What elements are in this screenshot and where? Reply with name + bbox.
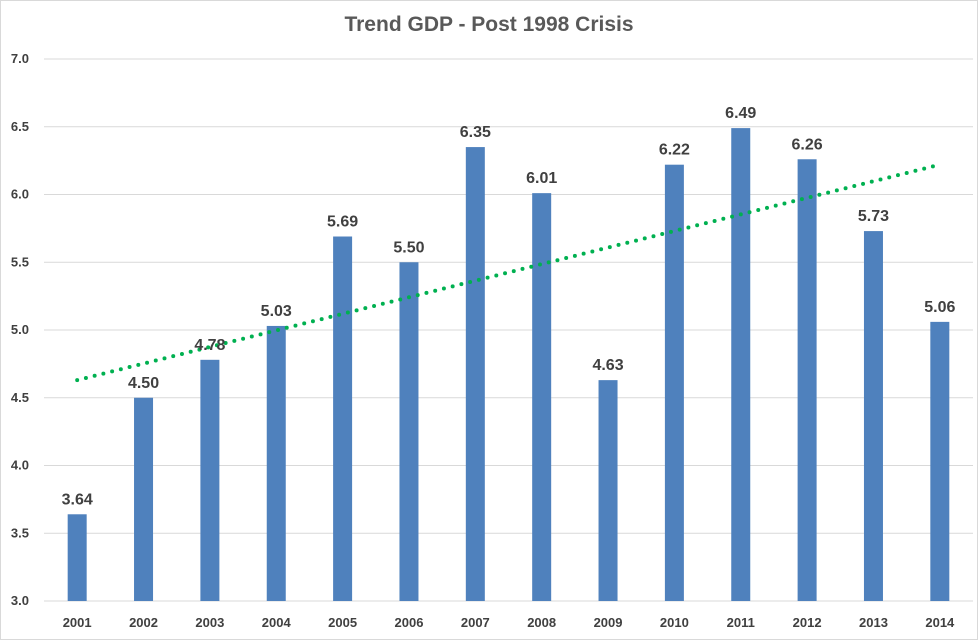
y-tick-label: 3.0: [11, 593, 29, 608]
bar-2014: [930, 321, 950, 601]
data-label: 3.64: [62, 491, 93, 508]
x-tick-label: 2014: [925, 615, 955, 630]
bar-2008: [532, 193, 552, 601]
y-tick-label: 4.5: [11, 390, 29, 405]
data-label: 5.03: [261, 303, 292, 320]
x-tick-label: 2001: [63, 615, 92, 630]
y-tick-label: 7.0: [11, 51, 29, 66]
data-labels: 3.64 4.50 4.78 5.03 5.69 5.50 6.35 6.01 4.63 6.22…: [62, 105, 956, 508]
y-tick-label: 3.5: [11, 525, 29, 540]
data-label: 6.35: [460, 124, 491, 141]
data-label: 5.69: [327, 214, 358, 231]
data-label: 4.63: [592, 357, 623, 374]
x-tick-label: 2008: [527, 615, 556, 630]
y-tick-label: 4.0: [11, 458, 29, 473]
data-label: 5.06: [924, 299, 955, 316]
bar-2013: [863, 231, 883, 601]
x-axis-ticks: 2001 2002 2003 2004 2005 2006 2007 2008 2009 2010…: [63, 615, 955, 630]
y-tick-label: 5.5: [11, 254, 29, 269]
x-tick-label: 2010: [660, 615, 689, 630]
data-label: 4.50: [128, 375, 159, 392]
data-label: 6.22: [659, 142, 690, 159]
bar-2012: [797, 159, 817, 601]
y-axis-ticks: 3.0 3.5 4.0 4.5 5.0 5.5 6.0 6.5 7.0: [11, 51, 29, 608]
bar-2010: [664, 164, 684, 601]
x-tick-label: 2013: [859, 615, 888, 630]
data-label: 6.01: [526, 170, 557, 187]
chart-title: Trend GDP - Post 1998 Crisis: [344, 13, 634, 36]
x-tick-label: 2009: [594, 615, 623, 630]
bar-2006: [399, 262, 419, 601]
data-label: 5.73: [858, 208, 889, 225]
x-tick-label: 2004: [262, 615, 292, 630]
gridlines: [44, 58, 973, 602]
data-label: 4.78: [194, 337, 225, 354]
bar-2004: [266, 325, 286, 601]
bar-2003: [200, 359, 220, 601]
y-tick-label: 6.5: [11, 119, 29, 134]
y-tick-label: 5.0: [11, 322, 29, 337]
x-tick-label: 2003: [195, 615, 224, 630]
x-tick-label: 2002: [129, 615, 158, 630]
x-tick-label: 2006: [395, 615, 424, 630]
x-tick-label: 2011: [727, 615, 755, 630]
bar-2007: [465, 147, 485, 601]
data-label: 5.50: [393, 239, 424, 256]
y-tick-label: 6.0: [11, 187, 29, 202]
bar-2005: [333, 236, 353, 601]
x-tick-label: 2005: [328, 615, 357, 630]
bar-2009: [598, 380, 618, 601]
data-label: 6.26: [792, 136, 823, 153]
bar-2001: [67, 514, 87, 601]
bar-2011: [731, 128, 751, 601]
bar-2002: [134, 397, 154, 601]
data-label: 6.49: [725, 105, 756, 122]
x-tick-label: 2007: [461, 615, 490, 630]
bars: [67, 128, 950, 601]
x-tick-label: 2012: [793, 615, 822, 630]
